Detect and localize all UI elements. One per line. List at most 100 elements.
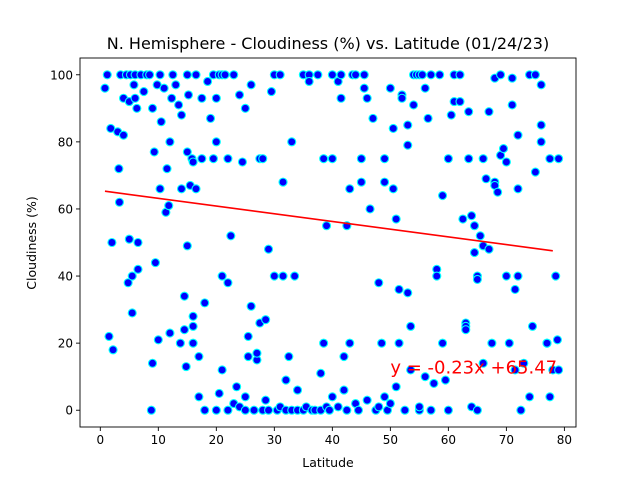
data-point [188, 321, 198, 331]
data-point [114, 164, 124, 174]
y-tick-label: 60 [58, 202, 73, 216]
data-point [551, 271, 561, 281]
data-point [440, 375, 451, 385]
axis-ticks: 0 10 20 30 40 50 60 70 80 0 20 40 60 80 100 [50, 68, 572, 447]
data-point [145, 70, 155, 80]
data-point [179, 325, 189, 335]
data-point [155, 184, 165, 194]
data-point [391, 382, 401, 392]
data-point [217, 271, 227, 281]
data-point [127, 271, 137, 281]
data-point [333, 402, 343, 412]
data-point [243, 331, 253, 341]
data-point [374, 278, 384, 288]
data-point [446, 110, 456, 120]
x-tick-label: 0 [96, 433, 104, 447]
data-point [435, 70, 445, 80]
x-tick-label: 70 [499, 433, 514, 447]
data-point [380, 177, 390, 187]
data-point [409, 100, 419, 110]
data-point [108, 345, 118, 355]
data-point [351, 70, 361, 80]
data-point [174, 100, 184, 110]
data-point [183, 90, 194, 100]
data-point [232, 382, 242, 392]
data-point [443, 405, 453, 415]
data-point [472, 405, 482, 415]
data-point [545, 392, 555, 402]
data-point [162, 164, 172, 174]
data-point [530, 70, 540, 80]
data-point [501, 271, 511, 281]
data-point [501, 157, 511, 167]
data-point [263, 405, 274, 415]
data-point [114, 197, 124, 207]
data-point [107, 237, 117, 248]
regression-line-group [104, 190, 553, 252]
data-point [182, 70, 192, 80]
data-point [123, 278, 133, 288]
data-point [327, 70, 337, 80]
data-point [146, 405, 156, 415]
data-point [181, 362, 191, 372]
x-tick-label: 10 [151, 433, 166, 447]
data-point [443, 154, 453, 164]
data-point [403, 288, 413, 298]
data-point [359, 70, 369, 80]
data-point [484, 244, 494, 254]
data-point [223, 405, 233, 415]
data-point [319, 154, 329, 164]
y-tick-label: 80 [58, 135, 73, 149]
data-point [380, 392, 390, 402]
data-point [182, 147, 192, 157]
data-point [226, 231, 236, 241]
data-point [149, 147, 159, 157]
data-point [374, 402, 384, 412]
data-point [420, 372, 430, 382]
data-point [208, 154, 218, 164]
data-point [417, 70, 427, 80]
data-point [536, 120, 546, 130]
data-point [175, 338, 185, 348]
data-point [156, 117, 166, 127]
regression-equation: y = -0.23x +65.47 [390, 357, 557, 378]
data-point [542, 338, 552, 348]
data-point [336, 93, 346, 103]
data-point [507, 73, 517, 83]
data-point [223, 278, 233, 288]
data-point [394, 338, 404, 348]
data-point [388, 123, 398, 133]
data-point [139, 87, 149, 97]
data-point [423, 113, 433, 123]
x-axis-label: Latitude [302, 455, 354, 470]
data-point [188, 157, 198, 167]
data-point [487, 338, 497, 348]
data-point [353, 405, 364, 415]
data-point [362, 93, 372, 103]
data-point [461, 325, 471, 335]
data-point [414, 402, 424, 412]
data-point [536, 80, 546, 90]
data-point [507, 100, 517, 110]
data-point [455, 97, 465, 107]
data-point [464, 107, 474, 117]
data-point [155, 70, 165, 80]
data-point [554, 365, 564, 375]
data-point [240, 103, 250, 113]
data-point [100, 83, 110, 93]
data-point [159, 83, 169, 93]
data-point [368, 113, 378, 123]
data-point [481, 174, 491, 184]
data-point [252, 348, 262, 358]
data-point [211, 137, 221, 147]
data-point [240, 405, 250, 415]
data-point [469, 221, 480, 231]
data-point [345, 184, 355, 194]
data-point [182, 241, 192, 251]
data-point [292, 385, 303, 395]
data-point [339, 351, 349, 362]
data-point [426, 70, 436, 80]
data-point [200, 405, 210, 415]
data-point [496, 70, 506, 80]
